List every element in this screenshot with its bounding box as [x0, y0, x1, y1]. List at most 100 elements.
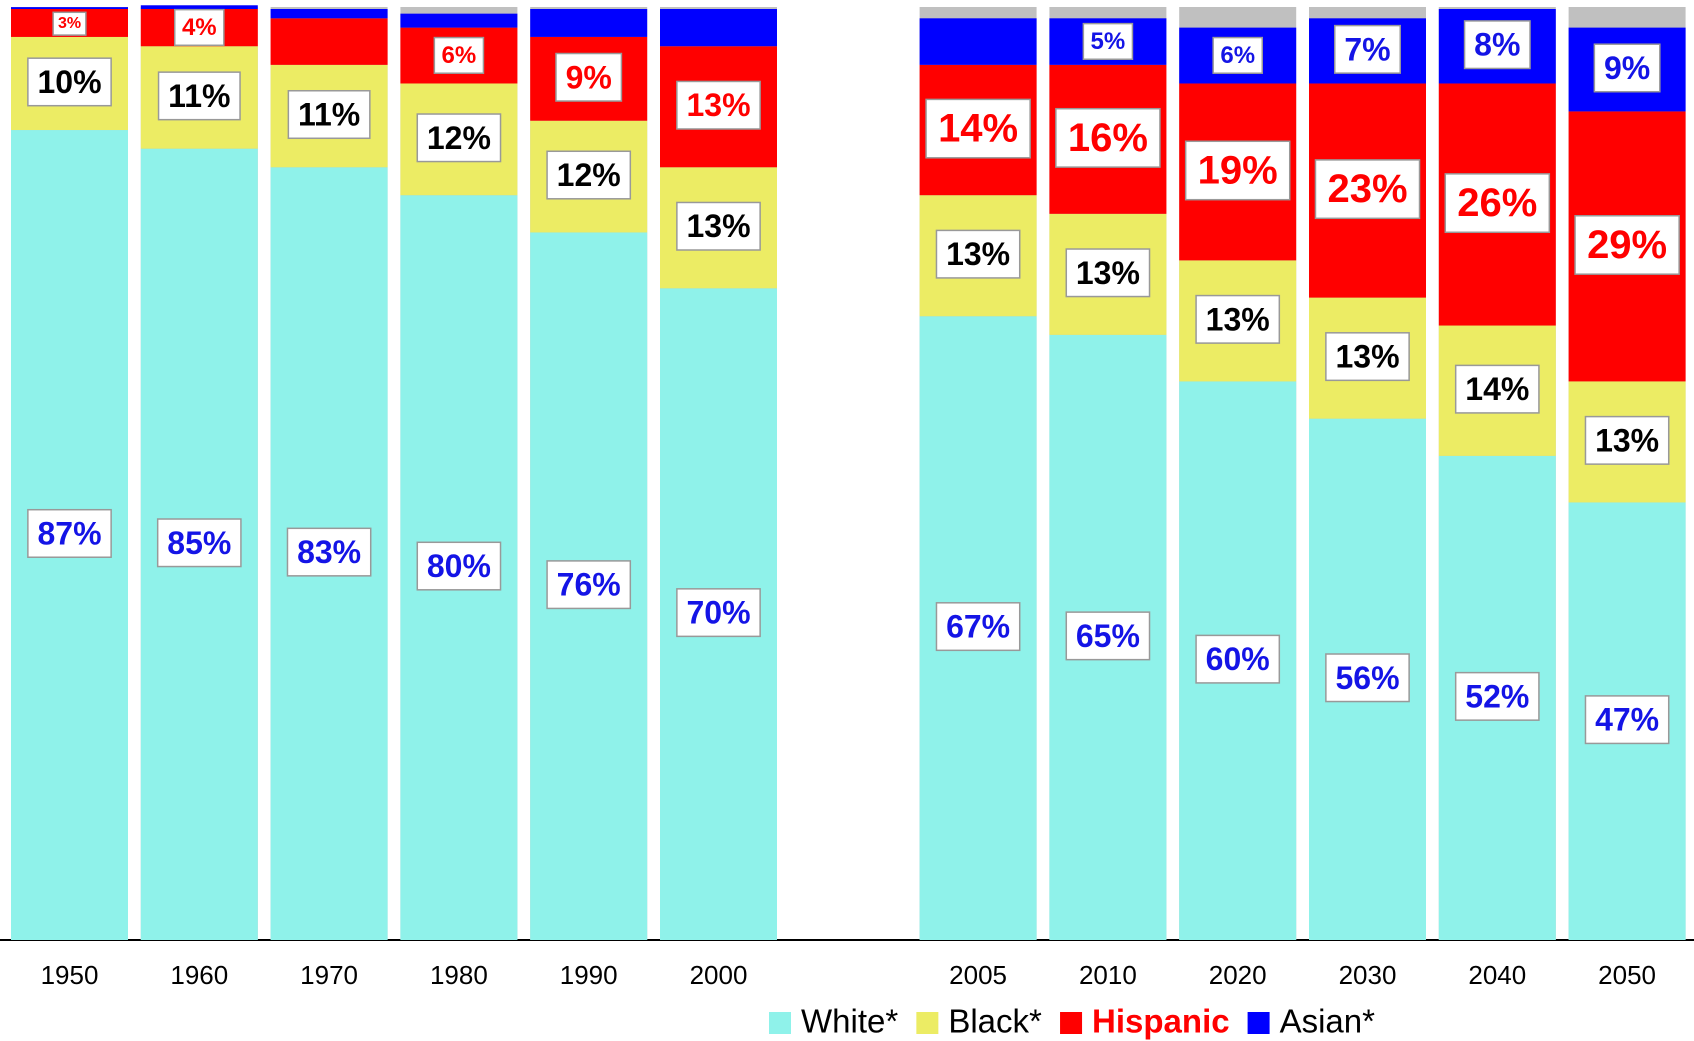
data-label: 12% [557, 157, 621, 193]
data-label: 23% [1327, 167, 1407, 211]
data-label-box [1065, 611, 1151, 661]
x-tick-label: 2050 [1598, 960, 1656, 990]
data-label-box [52, 11, 87, 36]
data-label: 11% [298, 97, 360, 133]
data-label: 8% [1474, 27, 1520, 63]
x-tick-label: 2030 [1339, 960, 1397, 990]
x-tick-label: 1980 [430, 960, 488, 990]
data-label: 13% [686, 208, 750, 244]
data-label: 52% [1465, 678, 1529, 714]
data-label: 14% [1465, 371, 1529, 407]
legend-swatch [1247, 1012, 1270, 1034]
data-label-box [1212, 36, 1263, 74]
data-label-box [1454, 364, 1540, 414]
bar-segment [660, 9, 777, 47]
data-label-box [1444, 173, 1551, 234]
data-label-box [1065, 248, 1151, 298]
data-label: 14% [938, 107, 1018, 151]
data-label: 7% [1344, 31, 1390, 67]
data-label-box [925, 98, 1031, 159]
data-label: 13% [1206, 301, 1270, 337]
data-label-box [416, 541, 502, 591]
data-label: 70% [686, 595, 750, 631]
data-label: 80% [427, 548, 491, 584]
data-label-box [287, 90, 371, 140]
data-label-box [1082, 22, 1134, 60]
data-label-box [286, 527, 372, 577]
data-label: 9% [566, 59, 612, 95]
data-label-box [676, 201, 761, 251]
legend-swatch [769, 1012, 791, 1034]
data-label-box [174, 8, 225, 47]
data-label: 67% [946, 609, 1010, 645]
data-label-box [156, 518, 242, 568]
data-label-box [157, 71, 241, 121]
data-label-box [555, 52, 623, 102]
data-label: 60% [1206, 641, 1270, 677]
x-tick-label: 2000 [690, 960, 748, 990]
data-label: 11% [168, 78, 230, 114]
data-label: 47% [1595, 702, 1659, 738]
data-label: 29% [1587, 223, 1667, 267]
data-label-box [27, 57, 112, 107]
data-label-box [1584, 695, 1670, 745]
data-label: 13% [1076, 255, 1140, 291]
data-label: 26% [1457, 181, 1537, 225]
data-label: 6% [442, 42, 477, 69]
data-label-box [1184, 140, 1291, 201]
legend-label: Hispanic [1092, 1003, 1230, 1040]
x-tick-label: 2020 [1209, 960, 1267, 990]
data-label-box [546, 150, 632, 200]
data-label-box [1325, 653, 1410, 703]
data-label-box [1055, 107, 1161, 168]
bar-segment [919, 18, 1037, 65]
legend-swatch [1060, 1012, 1083, 1034]
data-label-box [1574, 215, 1680, 275]
legend-label: White* [801, 1003, 898, 1040]
data-label: 6% [1220, 42, 1255, 69]
bar-segment [270, 18, 388, 65]
data-label: 9% [1604, 50, 1650, 86]
x-tick-label: 1960 [170, 960, 228, 990]
data-label: 65% [1076, 618, 1140, 654]
data-label: 12% [427, 120, 491, 156]
data-label: 13% [946, 236, 1010, 272]
data-label: 83% [297, 534, 361, 570]
data-label-box [433, 36, 485, 74]
data-label-box [1454, 671, 1540, 721]
data-label: 13% [1595, 422, 1659, 458]
data-label-box [1584, 415, 1670, 465]
data-label: 4% [182, 14, 217, 41]
x-tick-label: 2040 [1468, 960, 1526, 990]
data-label-box [676, 80, 761, 130]
data-label-box [1593, 43, 1661, 93]
bar-segment [530, 9, 648, 37]
x-tick-label: 2005 [949, 960, 1007, 990]
bar-segment [400, 13, 518, 28]
data-label-box [1195, 634, 1281, 684]
data-label: 76% [557, 567, 621, 603]
data-label-box [416, 113, 502, 163]
data-label: 56% [1335, 660, 1399, 696]
data-label-box [1195, 294, 1281, 344]
data-label: 3% [58, 15, 81, 32]
x-tick-label: 2010 [1079, 960, 1137, 990]
bar-segment [270, 9, 388, 19]
x-tick-label: 1990 [560, 960, 618, 990]
data-label: 5% [1091, 28, 1126, 55]
data-label: 85% [167, 525, 231, 561]
data-label-box [27, 508, 112, 558]
data-label: 19% [1198, 148, 1278, 192]
data-label-box [935, 229, 1021, 279]
legend-swatch [916, 1012, 939, 1034]
legend-label: Asian* [1280, 1003, 1376, 1040]
data-label: 13% [686, 87, 750, 123]
data-label-box [1463, 20, 1531, 70]
data-label: 13% [1335, 339, 1399, 375]
data-label-box [676, 588, 761, 638]
legend-label: Black* [948, 1003, 1042, 1040]
x-tick-label: 1970 [300, 960, 358, 990]
data-label-box [1325, 332, 1410, 382]
